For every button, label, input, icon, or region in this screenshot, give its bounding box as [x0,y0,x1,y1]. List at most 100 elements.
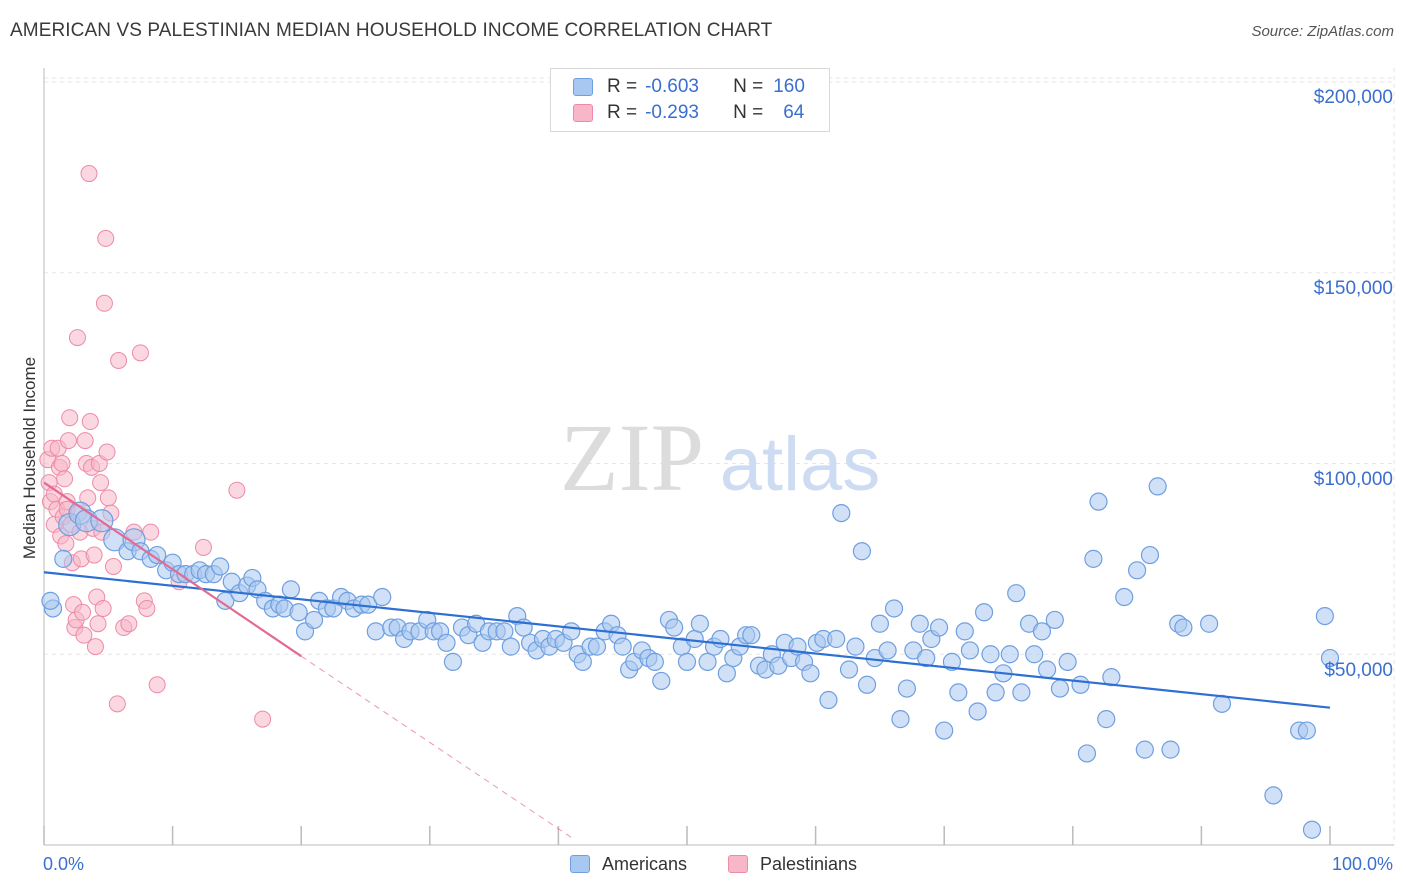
trend-layer [43,481,1331,838]
legend-n-label: N = [733,76,764,97]
bottom-legend-americans[interactable]: Americans [570,852,687,876]
palestinian-point [61,409,79,427]
x-tick-label-min: 0.0% [43,854,84,874]
legend-n-value: 160 [773,76,805,97]
palestinian-point [56,470,74,488]
american-point [587,637,607,656]
american-point [1264,786,1283,805]
american-point [41,591,60,610]
palestinian-point [98,443,116,461]
palestinian-point [148,676,166,694]
american-point [54,549,73,568]
legend-n-value: 64 [783,102,805,123]
american-point [1115,587,1134,607]
palestinian-point [92,474,110,492]
american-point [878,641,897,660]
american-point [870,614,890,633]
y-tick-label-150000: $150,000 [1314,278,1393,299]
palestinians-trend-line [43,481,302,658]
american-point [949,683,968,702]
palestinian-point [59,432,77,450]
americans-trend-line [43,571,1331,709]
watermark-zip: ZIP [560,404,704,511]
american-point [1174,618,1193,637]
watermark-atlas: atlas [720,422,881,507]
palestinian-point [228,481,246,499]
american-point [929,618,949,637]
legend-r-label: R = [607,102,638,123]
american-point [1050,679,1070,698]
source-label: Source: ZipAtlas.com [1251,23,1394,40]
legend-row-palestinians: R = -0.293 N = 64 [573,101,804,125]
palestinian-point [104,558,122,576]
americans-legend-label: Americans [602,853,688,874]
american-point [846,637,865,656]
american-point [437,633,456,652]
legend-n-label: N = [733,102,764,123]
americans-legend-swatch [570,855,590,873]
palestinian-point [99,489,117,507]
american-point [974,603,994,622]
correlation-legend: R = -0.603 N = 160 R = -0.293 N = 64 [550,68,830,132]
palestinian-point [53,455,71,472]
american-point [1127,561,1147,580]
american-point [1148,477,1167,496]
x-tick-label-max: 100.0% [1332,854,1393,874]
american-point [1297,721,1316,740]
american-point [573,652,592,671]
american-point [1084,549,1103,568]
palestinian-point [120,615,138,633]
american-point [935,721,954,740]
american-point [717,664,736,683]
american-point [884,599,904,618]
legend-r-value: -0.603 [645,76,699,97]
palestinian-point [95,294,113,312]
american-point [1071,675,1090,694]
palestinian-point [74,603,92,621]
american-point [1200,614,1219,633]
american-point [968,702,987,721]
american-point [827,629,846,649]
palestinian-point [138,599,156,617]
american-point [1302,820,1322,839]
palestinian-point [108,695,126,713]
american-point [677,652,697,671]
americans-points [41,477,1340,839]
american-point [1320,648,1340,668]
axes-layer [43,68,1394,846]
american-point [1097,710,1116,729]
american-point [698,652,717,671]
american-point [857,675,877,694]
american-point [1135,740,1154,759]
palestinian-point [97,229,115,247]
american-point [562,622,581,641]
american-point [819,690,838,710]
american-point [832,503,851,523]
palestinian-point [76,432,94,450]
american-point [645,652,664,671]
palestinian-point [80,165,98,183]
american-point [690,614,709,633]
american-point [1058,652,1077,671]
american-point [839,660,859,679]
american-point [960,641,980,660]
american-point [281,580,301,599]
palestinian-point [254,710,272,728]
y-tick-label-50000: $50,000 [1324,660,1393,681]
american-point [1007,584,1026,603]
palestinians-legend-label: Palestinians [760,853,858,874]
american-point [917,648,936,668]
palestinian-point [75,626,93,644]
american-point [211,557,230,576]
palestinians-legend-swatch [728,855,748,873]
chart-title: AMERICAN VS PALESTINIAN MEDIAN HOUSEHOLD… [10,20,773,41]
palestinian-point [131,344,149,362]
american-point [986,683,1005,702]
bottom-legend-palestinians[interactable]: Palestinians [728,852,857,876]
american-point [910,614,929,633]
american-point [1089,492,1108,511]
legend-r-label: R = [607,76,638,97]
palestinian-point [89,615,107,633]
palestinian-point [81,413,99,431]
